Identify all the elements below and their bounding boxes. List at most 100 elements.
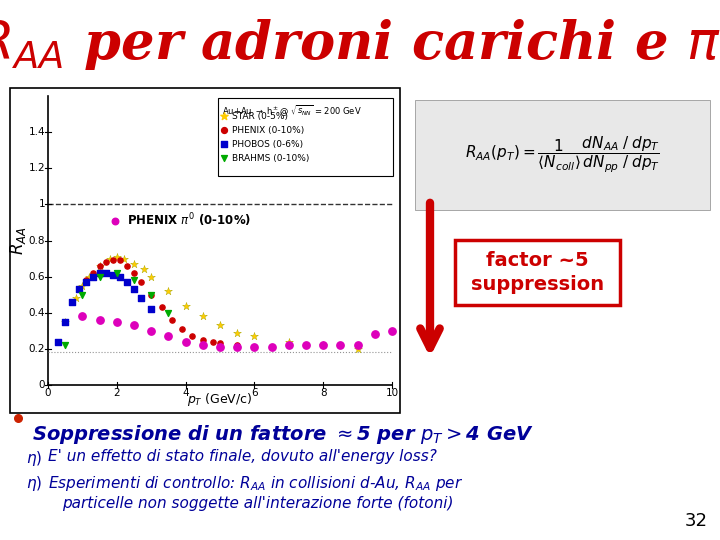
Text: 8: 8 xyxy=(320,388,326,398)
Text: 0.6: 0.6 xyxy=(29,272,45,282)
Text: PHENIX $\pi^0$ (0-10%): PHENIX $\pi^0$ (0-10%) xyxy=(123,212,251,230)
Point xyxy=(186,332,198,341)
Text: Esperimenti di controllo: $R_{AA}$ in collisioni d-Au, $R_{AA}$ per: Esperimenti di controllo: $R_{AA}$ in co… xyxy=(48,474,463,493)
Point xyxy=(128,269,140,278)
Point xyxy=(76,291,88,299)
Point xyxy=(197,335,209,344)
Text: STAR (0-5%): STAR (0-5%) xyxy=(232,111,288,120)
Text: 1.2: 1.2 xyxy=(28,163,45,173)
Point xyxy=(145,291,157,299)
Point xyxy=(218,112,230,120)
Text: $R_{AA}(p_T) = \dfrac{1}{\langle N_{coll} \rangle} \dfrac{dN_{AA} \;/\; dp_T}{dN: $R_{AA}(p_T) = \dfrac{1}{\langle N_{coll… xyxy=(465,135,660,175)
Point xyxy=(73,285,85,294)
Text: $\eta$): $\eta$) xyxy=(26,474,42,493)
Point xyxy=(163,308,174,317)
Point xyxy=(300,341,312,349)
Point xyxy=(94,316,105,325)
Text: 0.4: 0.4 xyxy=(29,308,45,318)
Point xyxy=(94,269,105,278)
Point xyxy=(145,272,157,281)
Point xyxy=(122,261,133,270)
Point xyxy=(60,318,71,326)
Point xyxy=(128,276,140,285)
Point xyxy=(76,312,88,321)
Point xyxy=(94,261,105,270)
Point xyxy=(163,332,174,341)
Point xyxy=(101,258,112,267)
Point xyxy=(318,341,329,349)
Text: 4: 4 xyxy=(182,388,189,398)
Text: $R_{AA}$ per adroni carichi e $\pi^0$: $R_{AA}$ per adroni carichi e $\pi^0$ xyxy=(0,10,720,73)
Point xyxy=(231,343,243,352)
Point xyxy=(118,254,130,263)
Point xyxy=(215,321,226,330)
Point xyxy=(104,254,116,263)
Point xyxy=(70,294,81,302)
Point xyxy=(335,341,346,349)
Point xyxy=(122,278,133,286)
Point xyxy=(128,260,140,268)
Point xyxy=(231,328,243,337)
Point xyxy=(266,343,277,352)
Text: Au+Au $\rightarrow$ h$^{\pm}$ @ $\sqrt{s_{NN}}$ = 200 GeV: Au+Au $\rightarrow$ h$^{\pm}$ @ $\sqrt{s… xyxy=(222,103,361,118)
Point xyxy=(231,341,243,349)
Text: $R_{AA}$: $R_{AA}$ xyxy=(8,226,28,255)
Point xyxy=(156,303,167,312)
Text: $\eta$): $\eta$) xyxy=(26,449,42,468)
Point xyxy=(53,338,64,346)
Bar xyxy=(218,98,393,176)
Text: 6: 6 xyxy=(251,388,258,398)
Point xyxy=(318,341,329,349)
Point xyxy=(87,269,99,278)
Point xyxy=(94,261,105,270)
Point xyxy=(197,312,209,321)
Point xyxy=(60,318,71,326)
Point xyxy=(53,338,64,346)
Point xyxy=(60,341,71,349)
Text: 1: 1 xyxy=(38,199,45,210)
Point xyxy=(111,318,122,326)
Bar xyxy=(415,100,710,210)
Point xyxy=(145,327,157,335)
Text: factor ~5
suppression: factor ~5 suppression xyxy=(471,251,604,294)
Point xyxy=(66,298,78,306)
Text: E' un effetto di stato finale, dovuto all'energy loss?: E' un effetto di stato finale, dovuto al… xyxy=(48,449,437,464)
Point xyxy=(197,341,209,349)
Text: particelle non soggette all'interazione forte (fotoni): particelle non soggette all'interazione … xyxy=(62,496,454,511)
Point xyxy=(145,291,157,299)
Text: BRAHMS (0-10%): BRAHMS (0-10%) xyxy=(232,153,310,163)
Point xyxy=(176,325,188,333)
Point xyxy=(283,338,294,346)
Point xyxy=(283,341,294,349)
Point xyxy=(352,341,364,349)
Point xyxy=(128,285,140,294)
Point xyxy=(114,272,126,281)
Text: 0.2: 0.2 xyxy=(29,344,45,354)
Text: PHOBOS (0-6%): PHOBOS (0-6%) xyxy=(232,139,303,148)
Point xyxy=(87,272,99,281)
Point xyxy=(135,278,147,286)
Point xyxy=(218,154,230,163)
Text: 10: 10 xyxy=(385,388,399,398)
Point xyxy=(73,285,85,294)
Point xyxy=(80,278,91,286)
Text: 2: 2 xyxy=(114,388,120,398)
Point xyxy=(248,332,260,341)
Point xyxy=(80,276,91,285)
Point xyxy=(135,294,147,302)
Point xyxy=(180,301,192,310)
Text: $p_{T}$ (GeV/c): $p_{T}$ (GeV/c) xyxy=(187,391,253,408)
Text: Soppressione di un fattore $\approx$5 per $p_T$$>$4 GeV: Soppressione di un fattore $\approx$5 pe… xyxy=(32,423,534,446)
Point xyxy=(107,256,119,265)
Point xyxy=(352,345,364,353)
Point xyxy=(84,272,95,281)
Point xyxy=(109,217,120,225)
Point xyxy=(76,281,88,290)
Point xyxy=(215,339,226,348)
Point xyxy=(138,265,150,274)
Point xyxy=(207,338,219,346)
Point xyxy=(107,271,119,279)
Bar xyxy=(10,88,400,413)
Point xyxy=(215,343,226,352)
Bar xyxy=(455,240,620,305)
